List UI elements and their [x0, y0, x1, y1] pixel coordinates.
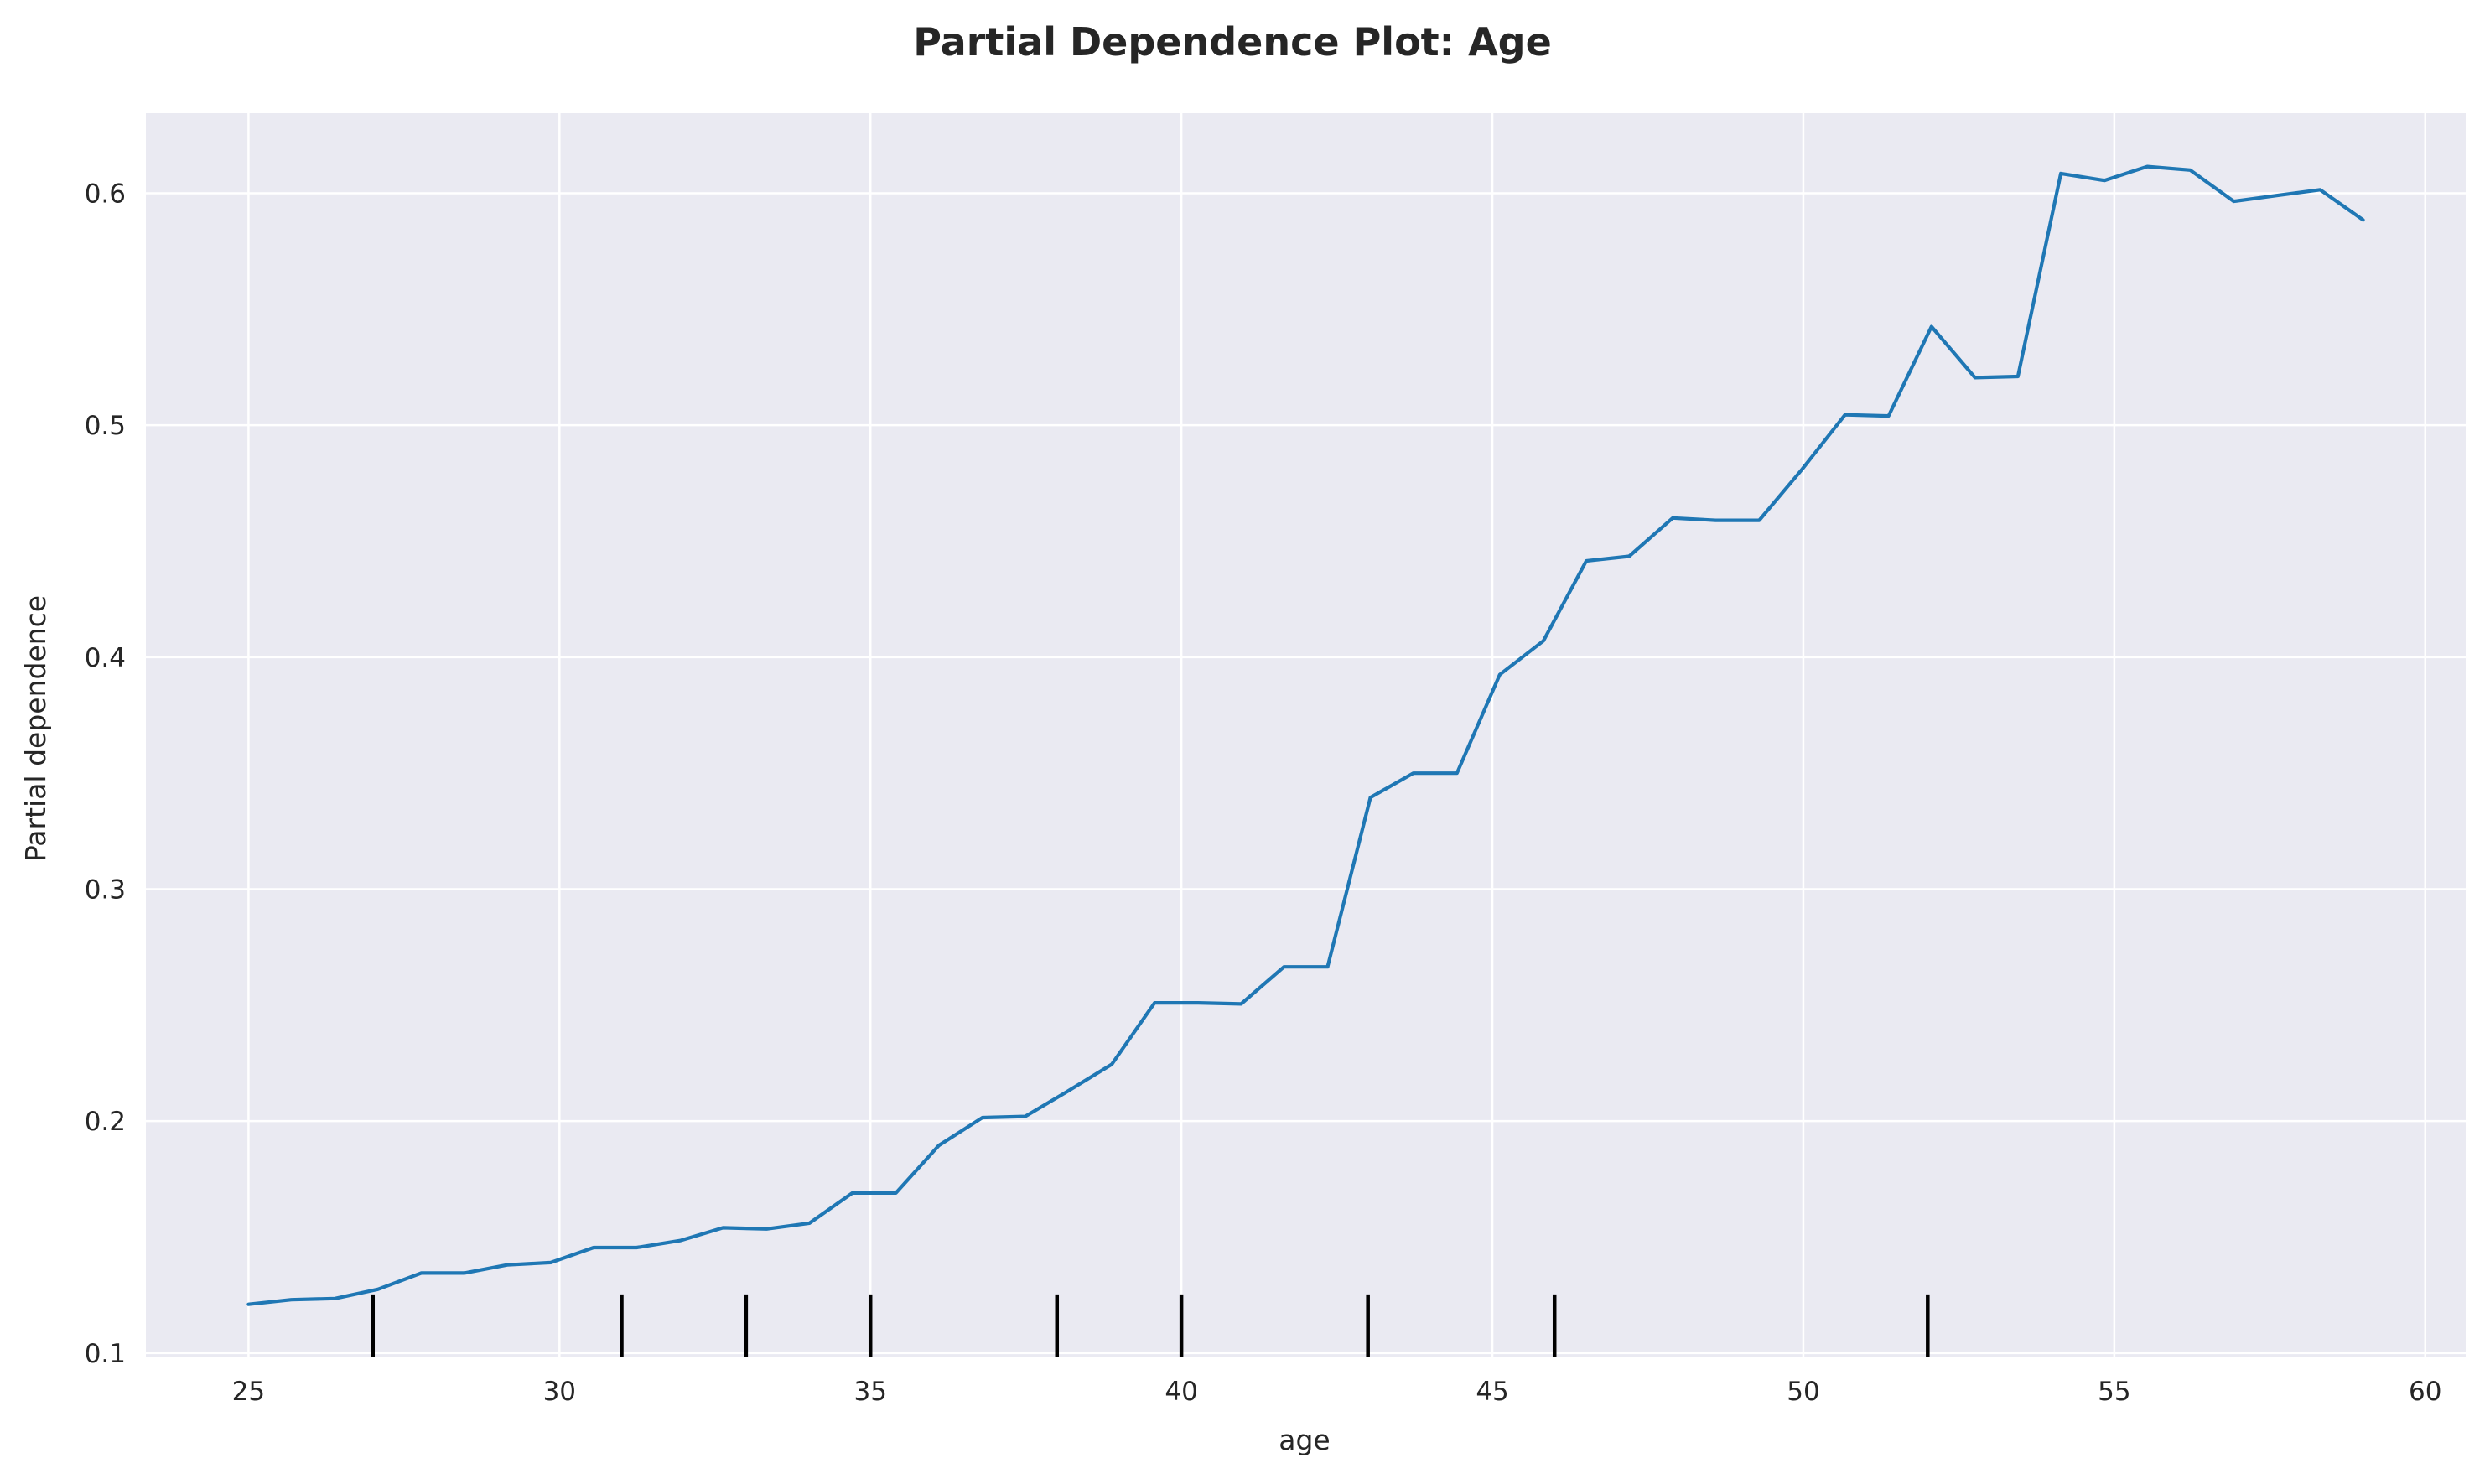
x-tick-label: 55 [2098, 1377, 2130, 1407]
y-axis-label: Partial dependence [19, 595, 52, 862]
grid-lines [146, 113, 2466, 1357]
series-layer [246, 164, 2365, 1306]
y-tick-label: 0.6 [85, 179, 126, 209]
x-tick-label: 60 [2409, 1377, 2441, 1407]
chart-title: Partial Dependence Plot: Age [913, 19, 1552, 65]
rug-ticks [371, 1294, 1930, 1357]
y-tick-label: 0.3 [85, 874, 126, 905]
x-tick-label: 45 [1476, 1377, 1508, 1407]
x-tick-labels: 25 30 35 40 45 50 55 60 [232, 1377, 2442, 1407]
y-tick-label: 0.5 [85, 411, 126, 441]
plot-area [146, 113, 2466, 1357]
series-line [246, 164, 2365, 1306]
x-axis-label: age [1279, 1424, 1330, 1456]
x-tick-label: 35 [853, 1377, 886, 1407]
x-tick-label: 30 [543, 1377, 576, 1407]
y-tick-label: 0.2 [85, 1107, 126, 1137]
y-tick-label: 0.1 [85, 1339, 126, 1369]
x-tick-label: 50 [1787, 1377, 1819, 1407]
y-tick-label: 0.4 [85, 643, 126, 673]
x-tick-label: 40 [1165, 1377, 1197, 1407]
y-tick-labels: 0.1 0.2 0.3 0.4 0.5 0.6 [85, 179, 126, 1368]
x-tick-label: 25 [232, 1377, 265, 1407]
